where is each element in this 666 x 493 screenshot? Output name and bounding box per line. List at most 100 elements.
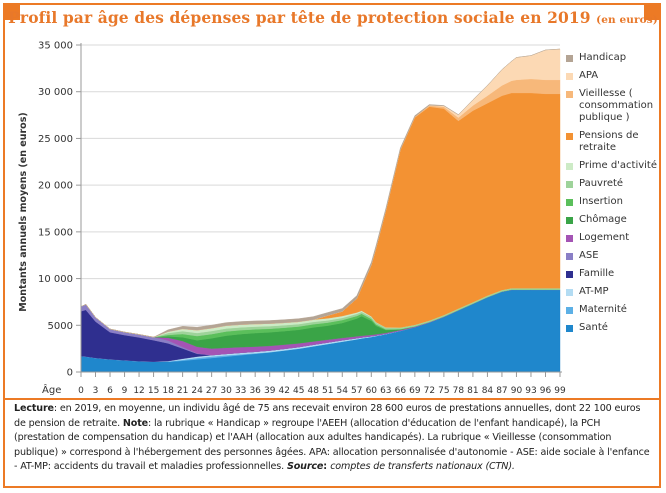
x-tick-label: 99 bbox=[554, 386, 566, 396]
legend-label: Maternité bbox=[579, 304, 627, 315]
legend-label: Prime d'activité bbox=[579, 160, 658, 171]
corner-decoration bbox=[644, 3, 661, 20]
legend-swatch bbox=[566, 253, 573, 260]
y-tick-label: 10 000 bbox=[38, 274, 73, 285]
x-tick-label: 33 bbox=[235, 386, 246, 396]
x-tick-label: 84 bbox=[482, 386, 494, 396]
x-tick-label: 3 bbox=[93, 386, 99, 396]
y-axis-label: Montants annuels moyens (en euros) bbox=[18, 112, 29, 311]
legend-item: Pauvreté bbox=[566, 178, 662, 190]
y-tick-label: 5000 bbox=[48, 321, 73, 332]
x-tick-label: 21 bbox=[177, 386, 188, 396]
chart-title-unit: (en euros) bbox=[596, 14, 658, 26]
legend-item: Handicap bbox=[566, 52, 662, 64]
y-tick-label: 20 000 bbox=[38, 181, 73, 192]
legend-item: Insertion bbox=[566, 196, 662, 208]
legend-item: ASE bbox=[566, 250, 662, 262]
legend-label: Chômage bbox=[579, 214, 627, 225]
y-tick-label: 0 bbox=[67, 368, 73, 379]
x-tick-label: 57 bbox=[351, 386, 362, 396]
x-tick-label: 6 bbox=[107, 386, 113, 396]
axes: 35 000 30 000 25 000 20 000 15 000 10 000 5000… bbox=[38, 41, 566, 397]
source-text: comptes de transferts nationaux (CTN). bbox=[330, 461, 515, 473]
legend-label: Pensions de retraite bbox=[579, 130, 639, 153]
x-tick-label: 69 bbox=[409, 386, 421, 396]
legend-swatch bbox=[566, 163, 573, 170]
legend-item: Maternité bbox=[566, 304, 662, 316]
x-tick-label: 24 bbox=[191, 386, 203, 396]
area-handicap bbox=[80, 48, 561, 338]
legend: Handicap APA Vieillesse ( consommation pub… bbox=[566, 52, 662, 340]
legend-swatch bbox=[566, 271, 573, 278]
y-tick-label: 15 000 bbox=[38, 227, 73, 238]
legend-item: Logement bbox=[566, 232, 662, 244]
legend-swatch bbox=[566, 289, 573, 296]
note-text: : la rubrique « Handicap » regroupe l'AE… bbox=[14, 417, 650, 473]
legend-swatch bbox=[566, 325, 573, 332]
x-tick-label: 78 bbox=[453, 386, 465, 396]
source-label: Source bbox=[286, 461, 324, 473]
x-tick-label: 45 bbox=[293, 386, 304, 396]
x-tick-label: 42 bbox=[278, 386, 289, 396]
x-tick-label: 9 bbox=[122, 386, 128, 396]
lecture-text: : en 2019, en moyenne, un individu âgé d… bbox=[14, 403, 641, 429]
lecture-label: Lecture bbox=[14, 403, 54, 414]
chart-title-main: Profil par âge des dépenses par tête de … bbox=[8, 8, 591, 27]
x-tick-label: 93 bbox=[525, 386, 536, 396]
footer-divider bbox=[5, 398, 659, 400]
x-tick-label: 39 bbox=[264, 386, 276, 396]
legend-swatch bbox=[566, 235, 573, 242]
legend-swatch bbox=[566, 307, 573, 314]
legend-label: Handicap bbox=[579, 52, 627, 63]
legend-label: Santé bbox=[579, 322, 608, 333]
legend-swatch bbox=[566, 133, 573, 140]
x-tick-label: 0 bbox=[78, 386, 84, 396]
legend-item: Santé bbox=[566, 322, 662, 334]
stacked-areas bbox=[80, 48, 561, 373]
legend-label: Logement bbox=[579, 232, 630, 243]
legend-item: Prime d'activité bbox=[566, 160, 662, 172]
y-tick-label: 35 000 bbox=[38, 41, 73, 52]
x-tick-label: 36 bbox=[249, 386, 261, 396]
legend-label: Pauvreté bbox=[579, 178, 624, 189]
x-tick-label: 18 bbox=[162, 386, 174, 396]
x-tick-label: 48 bbox=[308, 386, 320, 396]
legend-label: Famille bbox=[579, 268, 615, 279]
x-tick-label: 96 bbox=[540, 386, 552, 396]
x-tick-label: 81 bbox=[467, 386, 478, 396]
x-tick-label: 12 bbox=[133, 386, 144, 396]
legend-swatch bbox=[566, 91, 573, 98]
legend-swatch bbox=[566, 73, 573, 80]
corner-decoration bbox=[3, 3, 20, 20]
footer-note: Lecture: en 2019, en moyenne, un individ… bbox=[14, 403, 650, 473]
x-tick-label: 30 bbox=[220, 386, 232, 396]
x-tick-label: 63 bbox=[380, 386, 391, 396]
legend-item: Famille bbox=[566, 268, 662, 280]
y-tick-label: 30 000 bbox=[38, 87, 73, 98]
legend-item: AT-MP bbox=[566, 286, 662, 298]
figure-frame bbox=[3, 3, 661, 488]
x-tick-label: 15 bbox=[148, 386, 159, 396]
legend-swatch bbox=[566, 199, 573, 206]
legend-item: APA bbox=[566, 70, 662, 82]
chart-title: Profil par âge des dépenses par tête de … bbox=[0, 8, 666, 27]
x-tick-label: 60 bbox=[366, 386, 378, 396]
x-tick-label: 90 bbox=[511, 386, 523, 396]
x-axis-label: Âge bbox=[42, 383, 61, 396]
legend-swatch bbox=[566, 217, 573, 224]
legend-label: Insertion bbox=[579, 196, 623, 207]
x-tick-label: 87 bbox=[496, 386, 507, 396]
legend-swatch bbox=[566, 55, 573, 62]
y-tick-label: 25 000 bbox=[38, 134, 73, 145]
legend-label: ASE bbox=[579, 250, 599, 261]
note-label: Note bbox=[122, 417, 149, 429]
legend-item: Pensions de retraite bbox=[566, 130, 662, 154]
legend-item: Chômage bbox=[566, 214, 662, 226]
x-tick-label: 72 bbox=[424, 386, 435, 396]
x-tick-label: 75 bbox=[438, 386, 449, 396]
legend-label: AT-MP bbox=[579, 286, 609, 297]
x-tick-label: 27 bbox=[206, 386, 217, 396]
legend-label: Vieillesse ( consommation publique ) bbox=[579, 88, 654, 123]
legend-item: Vieillesse ( consommation publique ) bbox=[566, 88, 662, 124]
x-tick-label: 54 bbox=[337, 386, 349, 396]
